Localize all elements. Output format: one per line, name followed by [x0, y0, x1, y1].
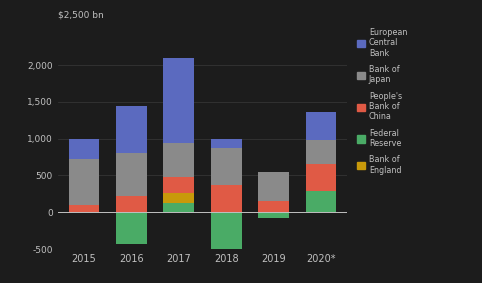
Bar	[68, 159, 99, 205]
Bar	[68, 139, 99, 159]
Bar	[306, 164, 336, 191]
Bar	[116, 212, 147, 244]
Legend: European
Central
Bank, Bank of
Japan, People's
Bank of
China, Federal
Reserve, B: European Central Bank, Bank of Japan, Pe…	[357, 28, 407, 175]
Bar	[163, 203, 194, 212]
Text: $2,500 bn: $2,500 bn	[58, 10, 104, 20]
Bar	[116, 153, 147, 196]
Bar	[211, 148, 241, 185]
Bar	[258, 172, 289, 201]
Bar	[68, 205, 99, 212]
Bar	[163, 143, 194, 177]
Bar	[163, 177, 194, 193]
Bar	[306, 191, 336, 212]
Bar	[211, 185, 241, 212]
Bar	[306, 140, 336, 164]
Bar	[211, 212, 241, 251]
Bar	[258, 201, 289, 212]
Bar	[306, 112, 336, 140]
Bar	[163, 59, 194, 143]
Bar	[116, 196, 147, 212]
Bar	[211, 139, 241, 148]
Bar	[258, 212, 289, 218]
Bar	[163, 193, 194, 203]
Bar	[116, 106, 147, 153]
